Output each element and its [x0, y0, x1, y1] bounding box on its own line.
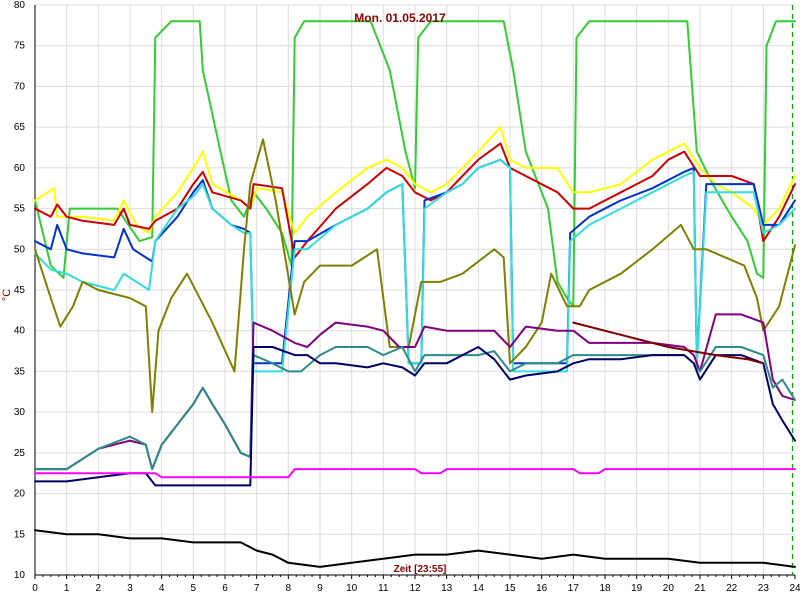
- x-tick-label: 18: [599, 583, 611, 594]
- x-tick-label: 7: [254, 583, 260, 594]
- y-tick-label: 40: [14, 326, 26, 337]
- y-tick-label: 50: [14, 244, 26, 255]
- x-tick-label: 8: [286, 583, 292, 594]
- x-tick-label: 16: [536, 583, 548, 594]
- x-tick-label: 23: [758, 583, 770, 594]
- y-tick-label: 75: [14, 41, 26, 52]
- series-line: [34, 346, 796, 487]
- x-tick-label: 13: [441, 583, 453, 594]
- y-tick-label: 70: [14, 81, 26, 92]
- series-line: [572, 321, 765, 365]
- x-tick-label: 11: [378, 583, 389, 594]
- y-tick-label: 80: [14, 0, 26, 11]
- x-tick-label: 15: [504, 583, 516, 594]
- y-tick-label: 25: [14, 448, 26, 459]
- chart-title: Mon. 01.05.2017: [354, 11, 446, 25]
- y-tick-label: 55: [14, 204, 26, 215]
- x-tick-label: 22: [726, 583, 738, 594]
- y-tick-label: 35: [14, 366, 26, 377]
- time-label: Zeit [23:55]: [394, 564, 447, 575]
- x-tick-label: 0: [32, 583, 38, 594]
- x-tick-label: 4: [159, 583, 165, 594]
- x-tick-label: 9: [317, 583, 323, 594]
- grid-layer: [35, 4, 795, 575]
- x-tick-label: 20: [663, 583, 675, 594]
- series-line: [34, 468, 796, 479]
- series-layer: [34, 20, 796, 568]
- x-tick-label: 6: [222, 583, 228, 594]
- y-tick-label: 45: [14, 285, 26, 296]
- series-line: [34, 138, 796, 414]
- x-tick-label: 1: [64, 583, 70, 594]
- x-tick-label: 17: [568, 583, 580, 594]
- series-line: [34, 158, 796, 373]
- series-line: [34, 529, 796, 568]
- y-tick-label: 65: [14, 122, 26, 133]
- x-tick-label: 19: [631, 583, 643, 594]
- y-tick-label: 30: [14, 407, 26, 418]
- x-tick-label: 12: [409, 583, 421, 594]
- y-axis-label: °C: [1, 289, 13, 301]
- y-tick-label: 60: [14, 163, 26, 174]
- y-tick-label: 15: [14, 529, 26, 540]
- y-tick-label: 20: [14, 489, 26, 500]
- x-tick-label: 3: [127, 583, 133, 594]
- x-tick-label: 14: [473, 583, 485, 594]
- x-tick-label: 24: [789, 583, 800, 594]
- y-tick-label: 10: [14, 570, 26, 581]
- x-tick-label: 5: [191, 583, 197, 594]
- x-tick-label: 2: [96, 583, 102, 594]
- series-line: [34, 20, 796, 308]
- series-line: [34, 142, 796, 259]
- x-tick-label: 10: [346, 583, 358, 594]
- x-tick-label: 21: [694, 583, 706, 594]
